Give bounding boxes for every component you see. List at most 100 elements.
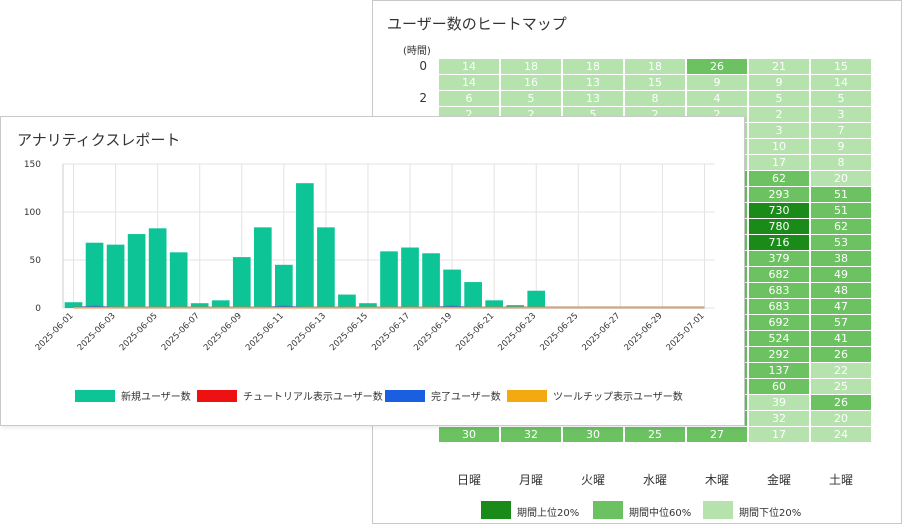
- heatmap-cell: 20: [811, 411, 871, 426]
- heatmap-cell: 2: [749, 107, 809, 122]
- bar-new-users: [148, 228, 167, 308]
- heatmap-day-label: 火曜: [580, 473, 605, 487]
- legend-item-tooltip-users[interactable]: ツールチップ表示ユーザー数: [507, 388, 683, 403]
- x-tick-label: 2025-06-01: [34, 311, 76, 353]
- heatmap-cell: 25: [625, 427, 685, 442]
- x-tick-label: 2025-06-15: [328, 311, 370, 353]
- heatmap-cell: 53: [811, 235, 871, 250]
- heatmap-cell: 14: [439, 75, 499, 90]
- heatmap-cell: 30: [563, 427, 623, 442]
- y-tick-label: 50: [30, 256, 42, 266]
- heatmap-day-label: 月曜: [518, 473, 543, 487]
- heatmap-cell: 15: [811, 59, 871, 74]
- heatmap-cell: 13: [563, 91, 623, 106]
- legend-label-top: 期間上位20%: [517, 508, 580, 519]
- heatmap-unit-label: (時間): [403, 46, 431, 57]
- bar-new-users: [127, 234, 146, 308]
- heatmap-cell: 7: [811, 123, 871, 138]
- heatmap-cell: 62: [811, 219, 871, 234]
- heatmap-cell: 38: [811, 251, 871, 266]
- heatmap-cell: 9: [749, 75, 809, 90]
- x-tick-label: 2025-06-11: [244, 311, 286, 353]
- heatmap-cell: 26: [811, 347, 871, 362]
- legend-swatch-bottom: [703, 501, 733, 519]
- chart-legend: 新規ユーザー数 チュートリアル表示ユーザー数 完了ユーザー数 ツールチップ表示ユ…: [75, 388, 735, 408]
- bar-new-users: [338, 294, 356, 308]
- bar-new-users: [190, 303, 209, 308]
- heatmap-cell: 8: [811, 155, 871, 170]
- heatmap-cell: 49: [811, 267, 871, 282]
- bar-new-users: [253, 227, 272, 308]
- heatmap-cell: 730: [749, 203, 809, 218]
- heatmap-day-label: 水曜: [642, 473, 667, 487]
- legend-label-tutorial-users: チュートリアル表示ユーザー数: [243, 392, 383, 403]
- y-tick-label: 100: [24, 208, 41, 218]
- x-tick-label: 2025-06-27: [580, 311, 622, 353]
- legend-swatch-tooltip-users: [507, 389, 547, 402]
- heatmap-cell: 26: [687, 59, 747, 74]
- x-tick-label: 2025-06-05: [118, 311, 160, 353]
- legend-swatch-tutorial-users: [197, 389, 237, 402]
- heatmap-cell: 5: [501, 91, 561, 106]
- heatmap-cell: 14: [811, 75, 871, 90]
- y-tick-label: 150: [24, 160, 41, 170]
- heatmap-cell: 5: [811, 91, 871, 106]
- bar-new-users: [296, 183, 314, 308]
- heatmap-cell: 716: [749, 235, 809, 250]
- bar-new-users: [359, 303, 377, 308]
- heatmap-day-label: 木曜: [704, 473, 729, 487]
- heatmap-cell: 137: [749, 363, 809, 378]
- heatmap-cell: 39: [749, 395, 809, 410]
- heatmap-cell: 27: [687, 427, 747, 442]
- heatmap-cell: 5: [749, 91, 809, 106]
- heatmap-cell: 293: [749, 187, 809, 202]
- heatmap-cell: 18: [563, 59, 623, 74]
- x-tick-label: 2025-06-21: [454, 311, 496, 353]
- heatmap-cell: 3: [749, 123, 809, 138]
- heatmap-cell: 62: [749, 171, 809, 186]
- legend-label-tooltip-users: ツールチップ表示ユーザー数: [553, 392, 683, 403]
- bar-new-users: [485, 300, 503, 308]
- legend-item-completed-users[interactable]: 完了ユーザー数: [385, 388, 501, 403]
- bar-new-users: [464, 282, 482, 308]
- heatmap-cell: 41: [811, 331, 871, 346]
- heatmap-cell: 60: [749, 379, 809, 394]
- heatmap-cell: 17: [749, 427, 809, 442]
- heatmap-cell: 24: [811, 427, 871, 442]
- heatmap-cell: 20: [811, 171, 871, 186]
- bar-new-users: [211, 300, 230, 308]
- bar-new-users: [317, 227, 335, 308]
- heatmap-cell: 47: [811, 299, 871, 314]
- bar-new-users: [232, 257, 251, 308]
- legend-swatch-completed-users: [385, 389, 425, 402]
- analytics-report-panel: アナリティクスレポート 0 50 100 150 2025-06-01 2025-06-0…: [0, 116, 745, 426]
- heatmap-cell: 21: [749, 59, 809, 74]
- legend-item-tutorial-users[interactable]: チュートリアル表示ユーザー数: [197, 388, 383, 403]
- heatmap-cell: 9: [811, 139, 871, 154]
- x-tick-label: 2025-06-09: [202, 311, 244, 353]
- heatmap-cell: 524: [749, 331, 809, 346]
- x-tick-label: 2025-06-19: [412, 311, 454, 353]
- bar-new-users: [506, 305, 525, 308]
- bar-new-users: [64, 302, 83, 308]
- heatmap-cell: 18: [501, 59, 561, 74]
- bar-new-users: [169, 252, 188, 308]
- heatmap-cell: 13: [563, 75, 623, 90]
- legend-label-bottom: 期間下位20%: [739, 508, 802, 519]
- heatmap-cell: 48: [811, 283, 871, 298]
- heatmap-cell: 30: [439, 427, 499, 442]
- legend-swatch-new-users: [75, 389, 115, 402]
- legend-label-middle: 期間中位60%: [629, 508, 692, 519]
- heatmap-cell: 57: [811, 315, 871, 330]
- legend-swatch-top: [481, 501, 511, 519]
- heatmap-day-label: 金曜: [766, 473, 791, 487]
- x-tick-label: 2025-06-25: [538, 311, 580, 353]
- legend-item-new-users[interactable]: 新規ユーザー数: [75, 388, 191, 403]
- x-tick-label: 2025-07-01: [665, 311, 707, 353]
- heatmap-cell: 17: [749, 155, 809, 170]
- legend-swatch-middle: [593, 501, 623, 519]
- legend-label-new-users: 新規ユーザー数: [121, 392, 191, 403]
- bar-new-users: [106, 244, 125, 308]
- x-tick-label: 2025-06-29: [623, 311, 665, 353]
